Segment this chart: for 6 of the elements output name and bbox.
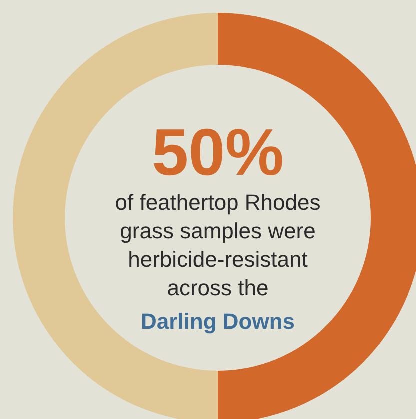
- text: grass samples were: [120, 218, 316, 244]
- text: herbicide-resistant: [128, 247, 308, 272]
- text: of feathertop Rhodes: [115, 190, 321, 215]
- text: across the: [167, 276, 269, 300]
- text: Darling Downs: [140, 309, 296, 334]
- text: 50%: [152, 115, 284, 189]
